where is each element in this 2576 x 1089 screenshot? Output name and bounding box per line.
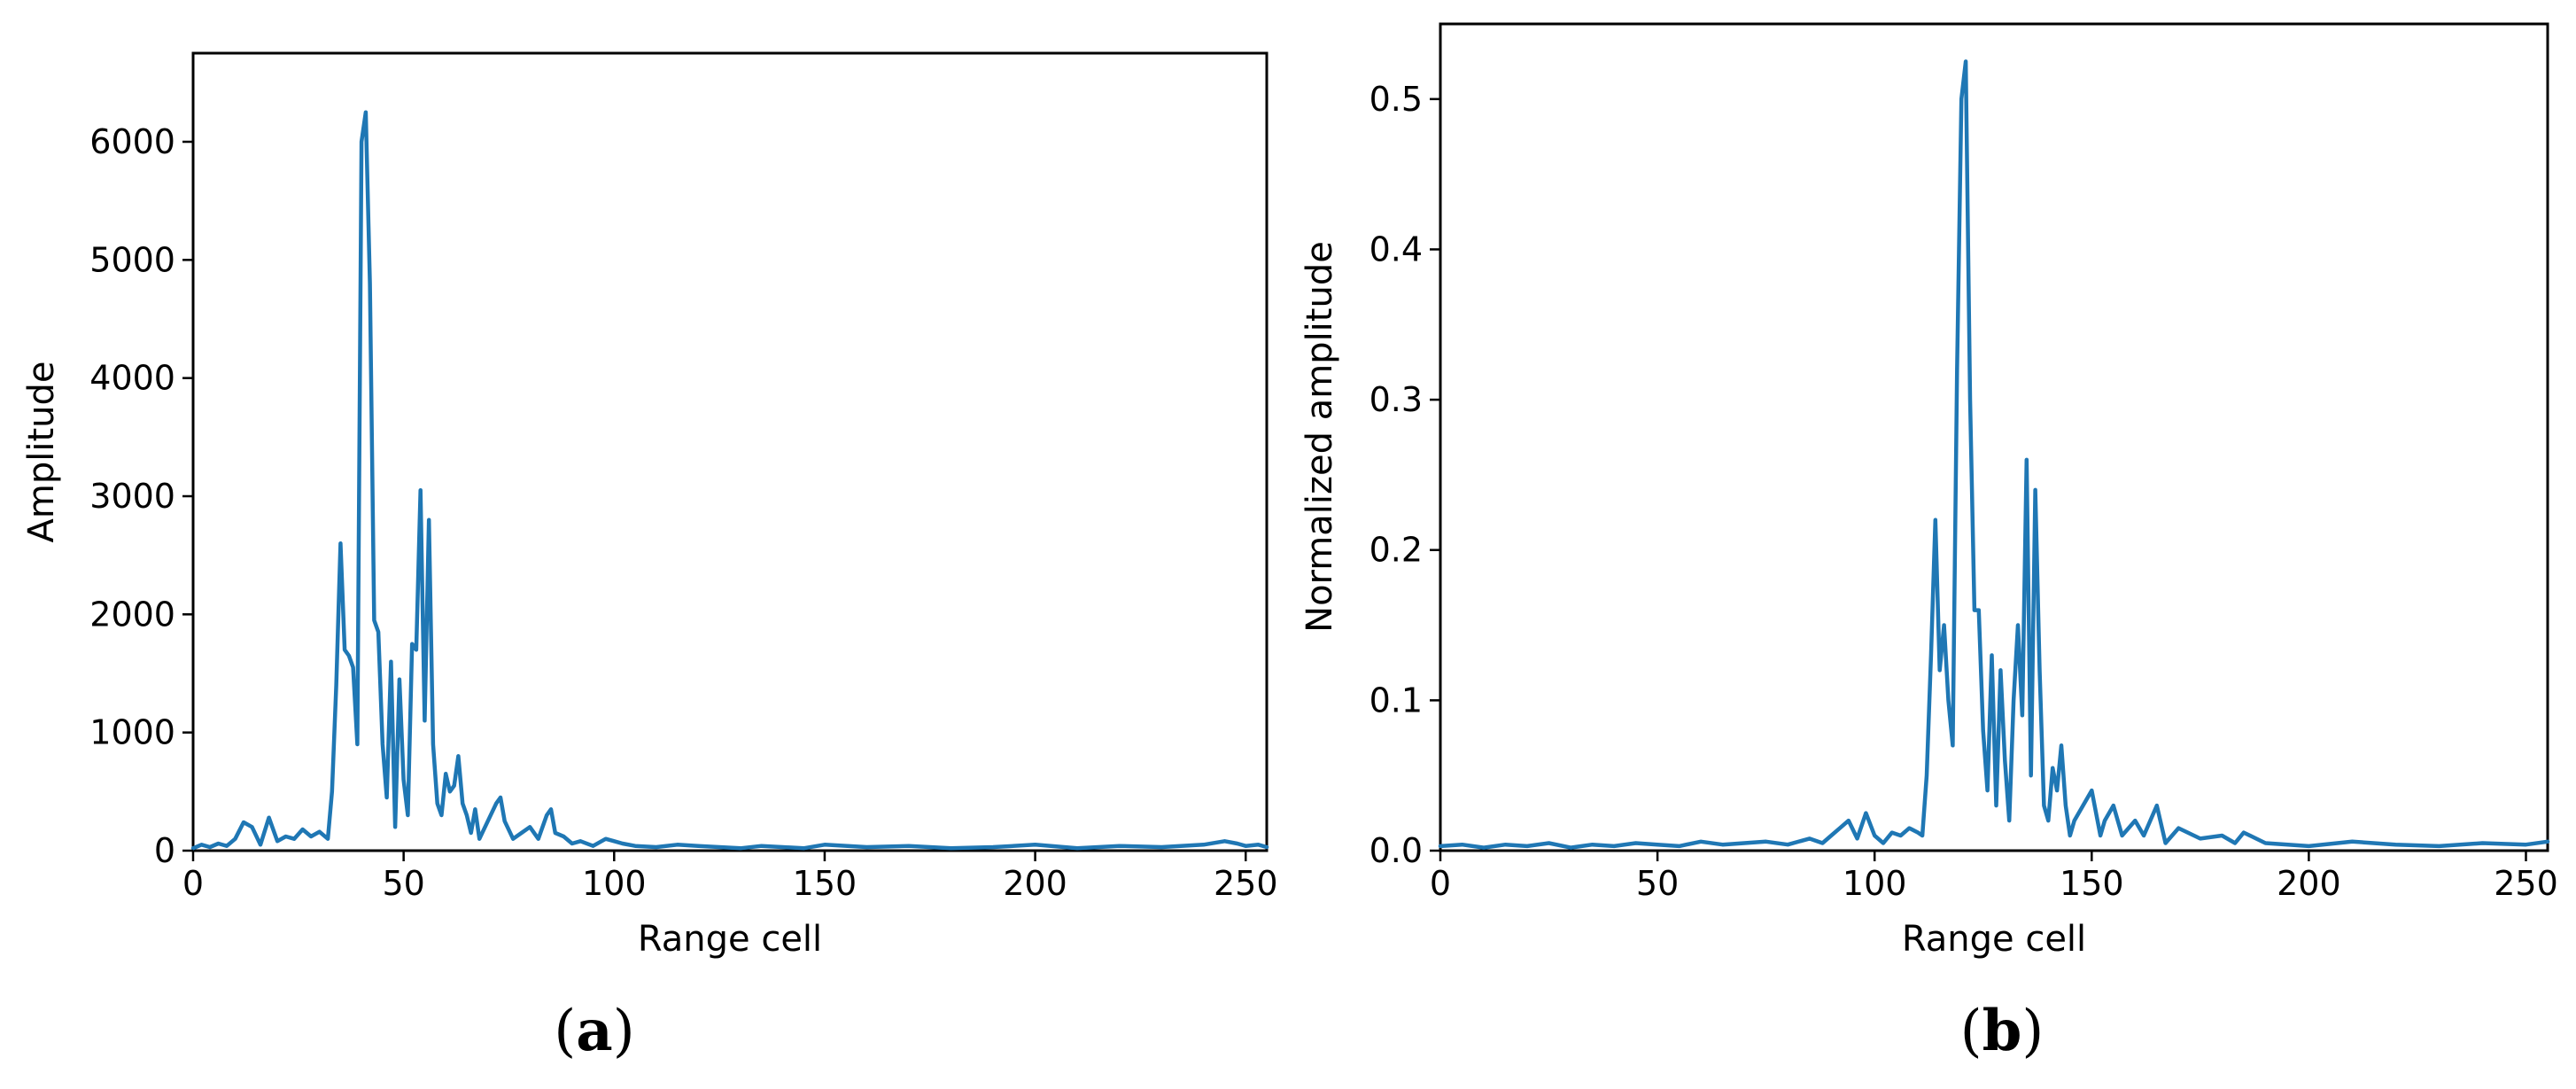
axes-frame-b [1439, 22, 2549, 852]
x-ticks-b: 0 50 100 150 200 250 [1430, 851, 2558, 903]
chart-panel-b: 0 50 100 150 200 250 0.0 0.1 0.2 0.3 0.4 0.5 Range… [1300, 22, 2558, 1064]
x-tick-label-b: 200 [2277, 864, 2341, 903]
series-line-a-0 [190, 110, 1269, 851]
y-tick-label-b: 0.4 [1369, 229, 1423, 268]
data-lines-a [190, 110, 1269, 851]
x-tick-label-a: 100 [582, 864, 647, 903]
x-tick-label-b: 50 [1636, 864, 1679, 903]
y-tick-label-a: 0 [154, 831, 175, 870]
panel-letter-b: b [1982, 998, 2022, 1064]
x-tick-label-b: 0 [1430, 864, 1451, 903]
y-tick-label-b: 0.0 [1369, 831, 1423, 870]
x-tick-label-b: 150 [2060, 864, 2124, 903]
y-ticks-a: 0 1000 2000 3000 4000 5000 6000 [89, 122, 193, 870]
y-tick-label-a: 6000 [89, 122, 175, 161]
x-axis-label-a: Range cell [638, 919, 822, 960]
y-tick-label-b: 0.5 [1369, 80, 1423, 119]
panel-label-a: (a) [554, 998, 634, 1064]
panel-label-b: (b) [1960, 998, 2045, 1064]
y-axis-label-a: Amplitude [21, 362, 62, 543]
y-tick-label-a: 3000 [89, 477, 175, 516]
x-tick-label-a: 200 [1003, 864, 1067, 903]
y-tick-label-a: 4000 [89, 359, 175, 398]
x-ticks-a: 0 50 100 150 200 250 [182, 851, 1278, 903]
panel-letter-a: a [576, 998, 612, 1064]
y-tick-label-a: 2000 [89, 595, 175, 634]
y-ticks-b: 0.0 0.1 0.2 0.3 0.4 0.5 [1369, 80, 1440, 870]
x-tick-label-b: 250 [2494, 864, 2558, 903]
series-line-b-0 [1438, 59, 2550, 850]
y-tick-label-b: 0.3 [1369, 380, 1423, 419]
x-axis-label-b: Range cell [1902, 919, 2086, 960]
y-axis-label-b: Normalized amplitude [1300, 241, 1340, 633]
x-tick-label-a: 50 [382, 864, 424, 903]
y-tick-label-a: 5000 [89, 240, 175, 279]
y-tick-label-b: 0.2 [1369, 531, 1423, 570]
y-tick-label-b: 0.1 [1369, 681, 1423, 720]
x-tick-label-a: 0 [182, 864, 204, 903]
x-tick-label-a: 150 [793, 864, 857, 903]
plot-area-b [1438, 22, 2550, 852]
axes-frame-a [191, 51, 1269, 852]
x-tick-label-a: 250 [1214, 864, 1278, 903]
chart-panel-a: 0 50 100 150 200 250 0 1000 2000 3000 4000 5000 600… [21, 51, 1278, 1064]
y-tick-label-a: 1000 [89, 713, 175, 752]
plot-area-a [190, 51, 1269, 852]
x-tick-label-b: 100 [1843, 864, 1907, 903]
data-lines-b [1438, 59, 2550, 850]
